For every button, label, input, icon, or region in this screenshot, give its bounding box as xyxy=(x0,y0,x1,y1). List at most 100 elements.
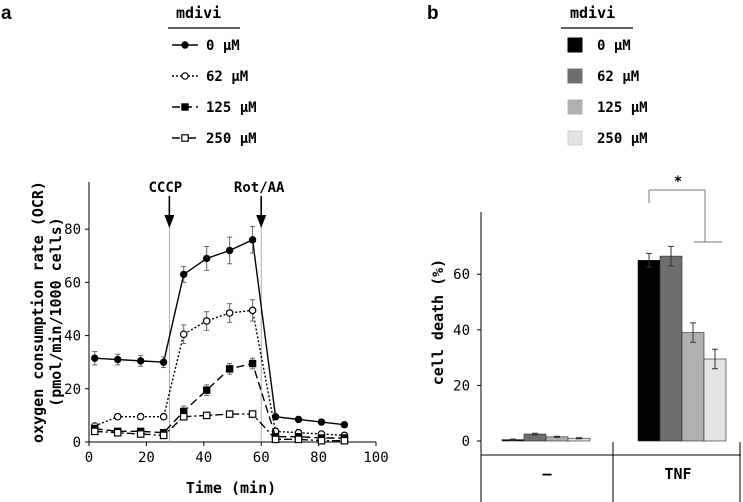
data-point xyxy=(202,317,211,325)
data-point xyxy=(91,354,99,362)
data-point xyxy=(248,359,257,368)
y-tick-label-b: 0 xyxy=(462,434,470,450)
x-tick-label: 20 xyxy=(138,450,155,466)
injection-arrow-head xyxy=(256,215,267,228)
x-tick-label: 40 xyxy=(195,450,212,466)
data-point xyxy=(340,436,349,445)
data-point xyxy=(340,421,349,429)
legend-b-swatch xyxy=(567,68,583,84)
injection-annotations: CCCP Rot/AA xyxy=(149,180,285,442)
legend-a-title: mdivi xyxy=(176,4,221,22)
x-tick-label: 100 xyxy=(363,450,388,466)
data-point xyxy=(136,412,145,421)
data-point xyxy=(90,427,99,436)
series-1 xyxy=(90,299,349,440)
data-point xyxy=(271,435,280,444)
legend-a-label: 0 μM xyxy=(206,38,240,54)
category-label: TNF xyxy=(664,465,691,483)
legend-a: mdivi xyxy=(168,4,240,29)
data-point xyxy=(180,270,188,279)
data-point xyxy=(179,330,188,339)
data-point xyxy=(202,386,211,394)
axes-b xyxy=(480,212,741,502)
bar xyxy=(703,358,727,442)
injection-arrow-head xyxy=(164,215,175,228)
legend-b-swatch xyxy=(567,130,583,146)
series-0 xyxy=(91,226,349,429)
panel-b-bar-chart: b mdivi cell death (%) 0 20 40 60 – TNF * 0 … xyxy=(427,3,741,502)
y-ticks-a: 0 20 40 60 80 xyxy=(64,222,89,451)
panel-a-line-chart: a mdivi Time (min) oxygen consumption ra… xyxy=(1,3,389,497)
legend-a-label: 125 μM xyxy=(206,100,257,116)
data-point xyxy=(159,358,168,366)
significance-star: * xyxy=(674,174,682,190)
bar xyxy=(659,255,683,442)
x-tick-label: 60 xyxy=(253,450,270,466)
x-tick-label: 80 xyxy=(310,450,327,466)
legend-b-label: 0 μM xyxy=(597,38,631,54)
legend-b-label: 62 μM xyxy=(597,69,639,85)
bar xyxy=(637,259,661,442)
y-tick-label-b: 60 xyxy=(453,267,470,283)
data-point xyxy=(179,412,188,421)
legend-a-marker xyxy=(181,72,189,80)
data-point xyxy=(114,355,122,364)
data-point xyxy=(248,236,257,244)
axes-a xyxy=(88,182,376,443)
injection-label: Rot/AA xyxy=(234,180,285,196)
category-labels-b: – TNF xyxy=(542,465,691,483)
x-ticks-a: 0 20 40 60 80 100 xyxy=(85,442,389,466)
x-axis-title: Time (min) xyxy=(186,479,276,497)
legend-a-items: 0 μM 62 μM 125 μM 250 μM xyxy=(172,38,257,147)
y-tick-label: 40 xyxy=(64,329,81,345)
y-axis-title-b: cell death (%) xyxy=(429,259,447,385)
category-label: – xyxy=(542,465,552,483)
significance-bracket: * xyxy=(648,174,722,243)
legend-b-swatch xyxy=(567,99,583,115)
legend-a-marker xyxy=(181,134,189,142)
panel-label-b: b xyxy=(427,3,439,24)
y-tick-label-b: 20 xyxy=(453,378,470,394)
data-point xyxy=(136,430,145,438)
y-tick-label: 60 xyxy=(64,275,81,291)
data-point xyxy=(294,435,303,444)
y-tick-label: 80 xyxy=(64,222,81,238)
bar xyxy=(681,332,705,442)
legend-b-title: mdivi xyxy=(570,4,615,22)
panel-label-a: a xyxy=(1,3,12,24)
legend-b-items: 0 μM 62 μM 125 μM 250 μM xyxy=(567,37,648,147)
series-3 xyxy=(90,410,349,445)
data-point xyxy=(202,411,211,420)
legend-a-label: 250 μM xyxy=(206,131,257,147)
data-point xyxy=(159,412,168,421)
legend-a-label: 62 μM xyxy=(206,69,248,85)
legend-b-label: 250 μM xyxy=(597,131,648,147)
data-point xyxy=(225,365,234,373)
series-line xyxy=(94,362,345,439)
data-point xyxy=(113,412,122,421)
y-axis-title-units: (pmol/min/1000 cells) xyxy=(47,217,65,407)
data-point xyxy=(317,418,326,426)
legend-b: mdivi xyxy=(561,4,633,29)
data-point xyxy=(113,428,122,437)
injection-label: CCCP xyxy=(149,180,183,196)
legend-b-swatch xyxy=(567,37,583,53)
y-ticks-b: 0 20 40 60 xyxy=(453,267,481,450)
data-point xyxy=(136,357,145,365)
data-point xyxy=(248,410,257,418)
legend-b-label: 125 μM xyxy=(597,100,648,116)
data-point xyxy=(225,246,234,255)
y-axis-title: oxygen consumption rate (OCR) xyxy=(29,181,47,443)
legend-a-marker xyxy=(181,103,189,111)
data-point xyxy=(317,436,326,445)
series-line xyxy=(94,309,345,437)
data-point xyxy=(225,410,234,418)
data-point xyxy=(202,254,211,263)
series-line xyxy=(94,238,345,426)
series-a xyxy=(90,226,349,445)
y-tick-label-b: 40 xyxy=(453,323,470,339)
series-line xyxy=(94,413,345,442)
y-tick-label: 20 xyxy=(64,382,81,398)
data-point xyxy=(159,431,168,440)
